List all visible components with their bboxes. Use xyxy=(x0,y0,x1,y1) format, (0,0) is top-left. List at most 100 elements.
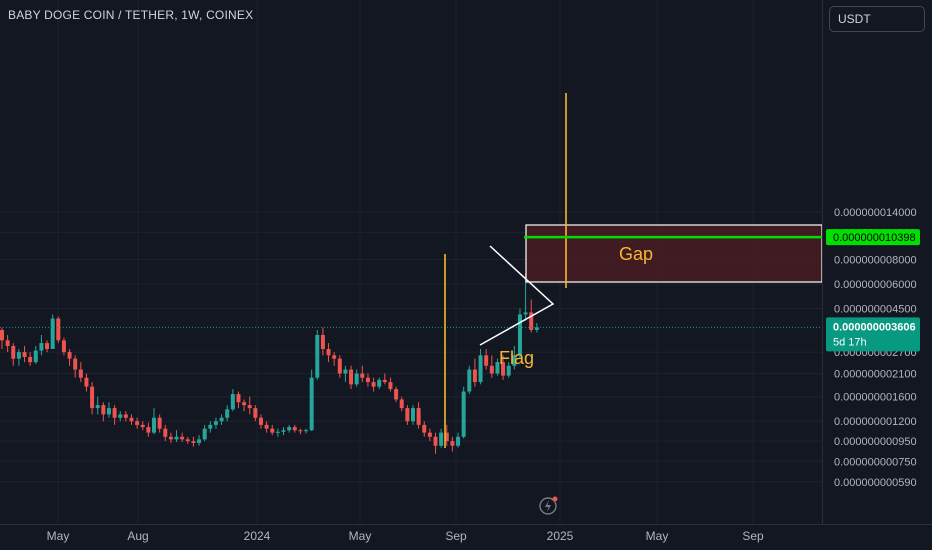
candle-body xyxy=(253,408,258,418)
candle-series xyxy=(0,273,539,454)
lightning-icon-glyph xyxy=(545,500,551,512)
candle-body xyxy=(84,377,89,387)
candle-body xyxy=(478,355,483,383)
time-tick-label: May xyxy=(646,529,669,543)
candle-body xyxy=(534,327,539,330)
candle-body xyxy=(236,394,241,403)
candle-body xyxy=(315,334,320,378)
candle-body xyxy=(118,414,123,418)
currency-unit-button[interactable]: USDT xyxy=(829,6,925,32)
time-tick-label: 2024 xyxy=(244,529,271,543)
candle-body xyxy=(90,386,95,409)
candle-body xyxy=(343,369,348,374)
candle-body xyxy=(247,405,252,409)
candle-body xyxy=(11,346,16,359)
candle-body xyxy=(185,439,190,442)
candle-body xyxy=(388,382,393,390)
candle-body xyxy=(219,417,224,422)
candle-body xyxy=(433,436,438,446)
price-tick-label: 0.000000004500 xyxy=(834,304,917,316)
candle-body xyxy=(146,427,151,433)
price-tick-label: 0.000000000950 xyxy=(834,436,917,448)
candle-body xyxy=(33,350,38,363)
candle-body xyxy=(422,424,427,433)
candle-body xyxy=(444,432,449,442)
candle-body xyxy=(28,356,33,363)
candle-body xyxy=(5,340,10,347)
candle-body xyxy=(112,408,117,418)
candle-body xyxy=(467,369,472,392)
target-price-tag xyxy=(826,229,920,246)
candle-body xyxy=(242,402,247,406)
candle-body xyxy=(225,409,230,418)
candle-body xyxy=(439,432,444,446)
candle-body xyxy=(67,352,72,359)
candle-body xyxy=(56,318,61,341)
candle-body xyxy=(495,362,500,374)
candle-body xyxy=(394,389,399,400)
alert-dot-icon xyxy=(552,496,558,502)
candle-body xyxy=(484,355,489,366)
candle-body xyxy=(61,340,66,353)
flag-triangle xyxy=(479,245,555,346)
candle-body xyxy=(202,428,207,440)
candle-body xyxy=(152,417,157,433)
price-tick-label: 0.000000000750 xyxy=(834,456,917,468)
candle-body xyxy=(78,369,83,378)
candle-body xyxy=(461,391,466,437)
candle-body xyxy=(377,379,382,387)
candle-body xyxy=(22,352,27,357)
price-scale-divider xyxy=(822,0,823,524)
time-tick-label: May xyxy=(349,529,372,543)
candle-body xyxy=(16,352,21,359)
time-tick-label: 2025 xyxy=(547,529,574,543)
price-tick-label: 0.000000001600 xyxy=(834,392,917,404)
time-scale: May Aug 2024 May Sep 2025 May Sep xyxy=(47,529,764,543)
time-tick-label: Sep xyxy=(742,529,764,543)
candle-body xyxy=(275,431,280,433)
price-tick-label: 0.000000014000 xyxy=(834,207,917,219)
current-price-tag xyxy=(826,317,920,352)
current-price-label: 0.000000003606 xyxy=(833,321,916,333)
gap-label: Gap xyxy=(619,244,653,264)
candle-body xyxy=(174,436,179,440)
gap-zone xyxy=(525,224,823,283)
candle-body xyxy=(529,312,534,330)
candle-body xyxy=(208,424,213,429)
candle-body xyxy=(157,417,162,429)
candle-body xyxy=(523,312,528,315)
candle-body xyxy=(258,417,263,425)
candle-body xyxy=(450,441,455,446)
candle-body xyxy=(360,373,365,378)
candle-body xyxy=(95,405,100,409)
candle-body xyxy=(39,343,44,351)
candle-body xyxy=(501,362,506,376)
target-price-label: 0.000000010398 xyxy=(833,232,916,244)
candle-body xyxy=(135,421,140,425)
time-tick-label: Sep xyxy=(445,529,467,543)
candle-body xyxy=(163,428,168,437)
candle-body xyxy=(180,436,185,440)
candle-body xyxy=(270,428,275,433)
candle-body xyxy=(292,427,297,431)
candle-body xyxy=(0,329,4,341)
candle-body xyxy=(332,355,337,359)
candle-body xyxy=(427,432,432,437)
price-tick-label: 0.000000001200 xyxy=(834,416,917,428)
candle-body xyxy=(410,408,415,422)
candle-body xyxy=(399,399,404,409)
candle-body xyxy=(371,382,376,387)
candle-body xyxy=(129,417,134,422)
candle-body xyxy=(382,379,387,383)
candle-body xyxy=(264,424,269,429)
candle-body xyxy=(416,408,421,425)
time-scale-divider xyxy=(0,524,932,525)
symbol-title[interactable]: BABY DOGE COIN / TETHER, 1W, COINEX xyxy=(8,8,254,22)
chart-annotations: Gap Flag xyxy=(0,93,823,515)
candle-body xyxy=(354,373,359,385)
candle-body xyxy=(45,343,50,349)
candle-body xyxy=(101,405,106,415)
price-tick-label: 0.000000000590 xyxy=(834,477,917,489)
time-tick-label: Aug xyxy=(127,529,148,543)
